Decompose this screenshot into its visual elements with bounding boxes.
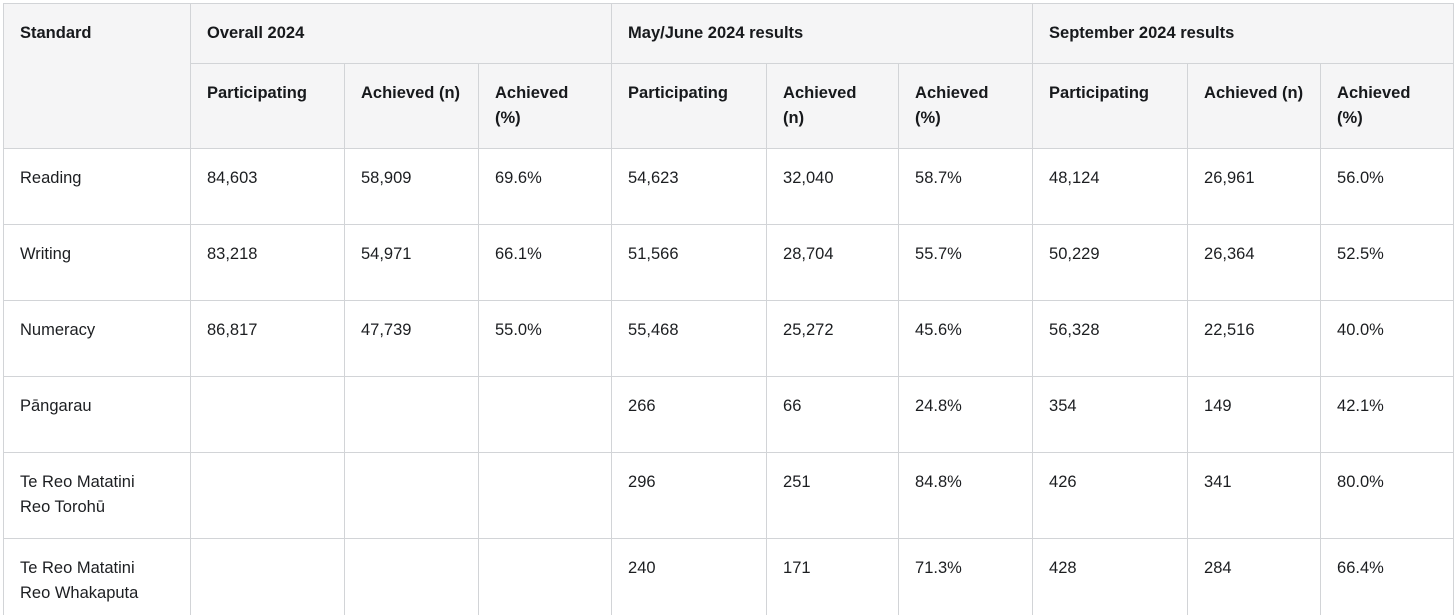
cell-mayjune-participating: 240 <box>611 538 768 615</box>
header-sub-row: Participating Achieved (n) Achieved (%) … <box>4 63 1455 149</box>
cell-september-achieved-pct: 66.4% <box>1320 538 1455 615</box>
cell-september-achieved-n: 22,516 <box>1187 300 1322 377</box>
cell-overall-participating: 83,218 <box>190 224 345 301</box>
cell-mayjune-achieved-pct: 45.6% <box>898 300 1034 377</box>
col-group-may-june-2024: May/June 2024 results <box>611 3 1034 64</box>
cell-mayjune-achieved-n: 66 <box>766 376 900 453</box>
col-header-mayjune-achieved-n: Achieved (n) <box>766 63 900 149</box>
table-row-te-reo-matatini-reo-whakaputa: Te Reo Matatini Reo Whakaputa 240 171 71… <box>3 538 1455 615</box>
cell-september-achieved-n: 341 <box>1187 452 1322 539</box>
col-header-overall-participating: Participating <box>190 63 345 149</box>
cell-overall-participating <box>190 538 345 615</box>
cell-overall-achieved-n <box>344 376 479 453</box>
row-label: Numeracy <box>3 300 191 377</box>
cell-mayjune-achieved-n: 32,040 <box>766 148 900 225</box>
row-label: Writing <box>3 224 191 301</box>
cell-overall-achieved-pct: 69.6% <box>477 148 613 225</box>
cell-september-achieved-pct: 40.0% <box>1320 300 1455 377</box>
table-row-numeracy: Numeracy 86,817 47,739 55.0% 55,468 25,2… <box>3 300 1455 377</box>
cell-mayjune-achieved-pct: 55.7% <box>898 224 1034 301</box>
cell-mayjune-achieved-pct: 71.3% <box>898 538 1034 615</box>
cell-september-achieved-n: 26,364 <box>1187 224 1322 301</box>
row-label: Te Reo Matatini Reo Torohū <box>3 452 191 539</box>
cell-mayjune-participating: 296 <box>611 452 768 539</box>
cell-september-participating: 50,229 <box>1032 224 1189 301</box>
cell-mayjune-achieved-pct: 84.8% <box>898 452 1034 539</box>
cell-september-achieved-pct: 52.5% <box>1320 224 1455 301</box>
cell-september-achieved-pct: 80.0% <box>1320 452 1455 539</box>
row-label: Reading <box>3 148 191 225</box>
cell-mayjune-participating: 266 <box>611 376 768 453</box>
table-row-reading: Reading 84,603 58,909 69.6% 54,623 32,04… <box>3 148 1455 225</box>
cell-september-participating: 426 <box>1032 452 1189 539</box>
row-label: Te Reo Matatini Reo Whakaputa <box>3 538 191 615</box>
cell-mayjune-achieved-n: 251 <box>766 452 900 539</box>
cell-overall-participating: 84,603 <box>190 148 345 225</box>
cell-mayjune-achieved-pct: 24.8% <box>898 376 1034 453</box>
cell-mayjune-achieved-n: 28,704 <box>766 224 900 301</box>
col-header-mayjune-achieved-pct: Achieved (%) <box>898 63 1034 149</box>
table-row-te-reo-matatini-reo-torohu: Te Reo Matatini Reo Torohū 296 251 84.8%… <box>3 452 1455 539</box>
cell-september-participating: 428 <box>1032 538 1189 615</box>
cell-overall-achieved-pct: 55.0% <box>477 300 613 377</box>
cell-overall-achieved-n: 58,909 <box>344 148 479 225</box>
results-table: Standard Overall 2024 May/June 2024 resu… <box>3 3 1455 615</box>
cell-overall-achieved-n: 47,739 <box>344 300 479 377</box>
cell-september-achieved-pct: 56.0% <box>1320 148 1455 225</box>
cell-september-achieved-n: 26,961 <box>1187 148 1322 225</box>
cell-mayjune-achieved-n: 171 <box>766 538 900 615</box>
table-row-pangarau: Pāngarau 266 66 24.8% 354 149 42.1% <box>3 376 1455 453</box>
col-header-overall-achieved-pct: Achieved (%) <box>477 63 613 149</box>
col-header-september-participating: Participating <box>1032 63 1189 149</box>
col-group-overall-2024: Overall 2024 <box>189 3 613 64</box>
cell-september-participating: 48,124 <box>1032 148 1189 225</box>
cell-september-participating: 56,328 <box>1032 300 1189 377</box>
table-body: Reading 84,603 58,909 69.6% 54,623 32,04… <box>3 148 1455 615</box>
col-header-standard: Standard <box>3 3 191 149</box>
col-group-september-2024: September 2024 results <box>1032 3 1455 64</box>
cell-september-participating: 354 <box>1032 376 1189 453</box>
cell-overall-achieved-pct: 66.1% <box>477 224 613 301</box>
col-header-overall-achieved-n: Achieved (n) <box>344 63 479 149</box>
cell-september-achieved-n: 149 <box>1187 376 1322 453</box>
cell-mayjune-achieved-pct: 58.7% <box>898 148 1034 225</box>
cell-september-achieved-n: 284 <box>1187 538 1322 615</box>
cell-overall-participating <box>190 452 345 539</box>
cell-overall-achieved-pct <box>477 452 613 539</box>
cell-mayjune-participating: 55,468 <box>611 300 768 377</box>
cell-overall-achieved-pct <box>477 538 613 615</box>
cell-overall-achieved-pct <box>477 376 613 453</box>
cell-overall-participating: 86,817 <box>190 300 345 377</box>
table-row-writing: Writing 83,218 54,971 66.1% 51,566 28,70… <box>3 224 1455 301</box>
row-label: Pāngarau <box>3 376 191 453</box>
col-header-mayjune-participating: Participating <box>611 63 768 149</box>
cell-september-achieved-pct: 42.1% <box>1320 376 1455 453</box>
cell-overall-achieved-n <box>344 538 479 615</box>
cell-mayjune-achieved-n: 25,272 <box>766 300 900 377</box>
cell-overall-participating <box>190 376 345 453</box>
cell-overall-achieved-n <box>344 452 479 539</box>
cell-mayjune-participating: 54,623 <box>611 148 768 225</box>
table-header: Standard Overall 2024 May/June 2024 resu… <box>3 3 1455 149</box>
header-group-row: Standard Overall 2024 May/June 2024 resu… <box>3 3 1455 149</box>
col-header-september-achieved-n: Achieved (n) <box>1187 63 1322 149</box>
cell-overall-achieved-n: 54,971 <box>344 224 479 301</box>
cell-mayjune-participating: 51,566 <box>611 224 768 301</box>
col-header-september-achieved-pct: Achieved (%) <box>1320 63 1455 149</box>
